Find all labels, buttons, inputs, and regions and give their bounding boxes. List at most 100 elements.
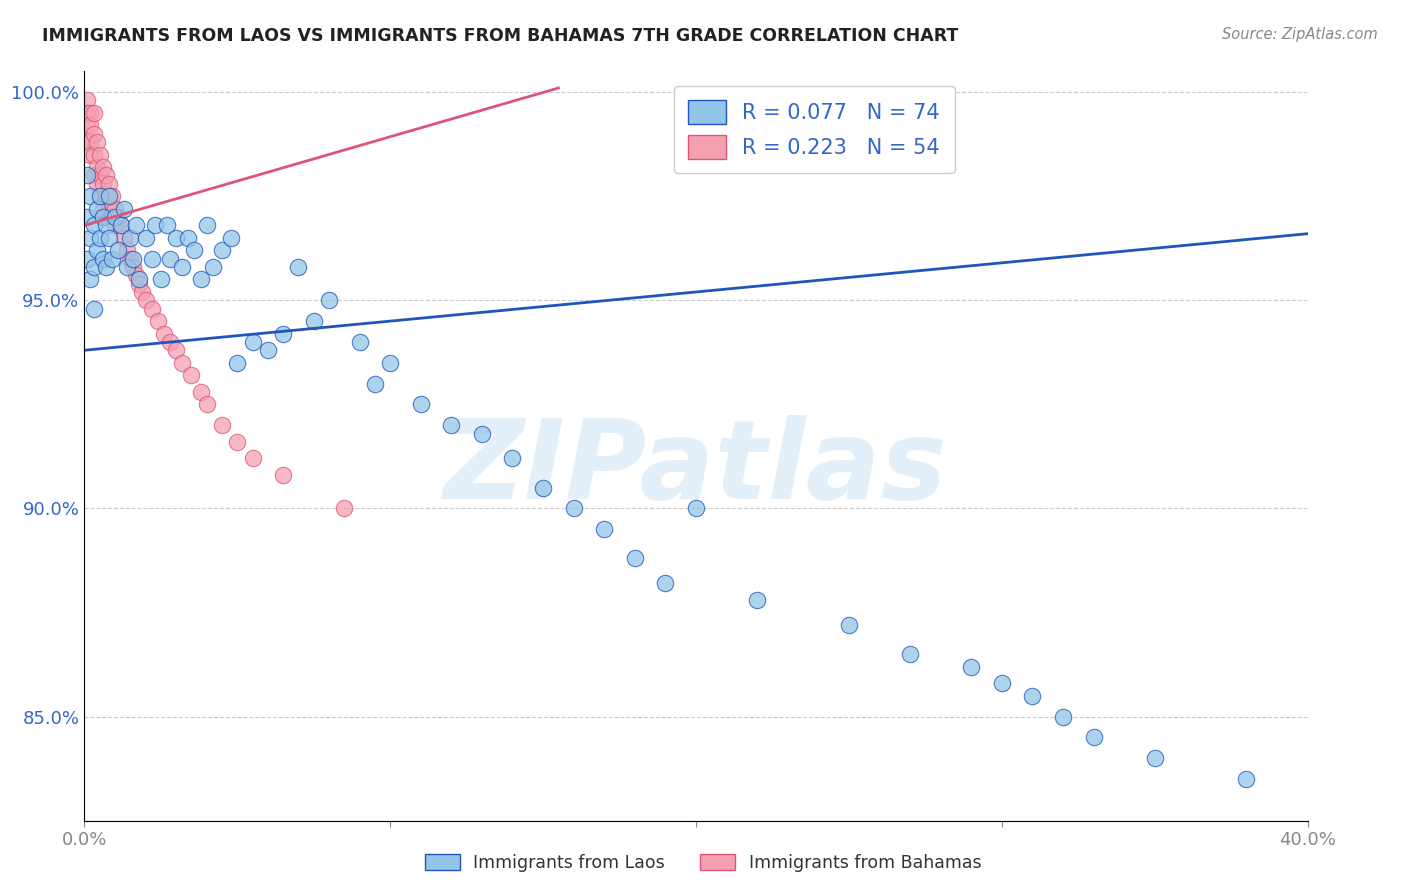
Point — [125, 268, 148, 283]
Point — [76, 210, 98, 224]
Point — [94, 169, 117, 183]
Point — [135, 231, 157, 245]
Point — [257, 343, 280, 358]
Point — [110, 219, 132, 233]
Point — [89, 169, 111, 183]
Point — [76, 94, 98, 108]
Point — [409, 397, 432, 411]
Point — [89, 147, 111, 161]
Point — [146, 314, 169, 328]
Text: IMMIGRANTS FROM LAOS VS IMMIGRANTS FROM BAHAMAS 7TH GRADE CORRELATION CHART: IMMIGRANTS FROM LAOS VS IMMIGRANTS FROM … — [42, 27, 959, 45]
Point — [149, 272, 172, 286]
Point — [89, 231, 111, 245]
Point — [380, 356, 402, 370]
Text: Source: ZipAtlas.com: Source: ZipAtlas.com — [1222, 27, 1378, 42]
Point — [141, 252, 163, 266]
Point — [991, 676, 1014, 690]
Point — [112, 231, 135, 245]
Point — [122, 252, 145, 266]
Point — [83, 301, 105, 316]
Point — [101, 252, 124, 266]
Point — [86, 135, 108, 149]
Point — [165, 231, 187, 245]
Point — [190, 384, 212, 399]
Point — [94, 210, 117, 224]
Point — [89, 189, 111, 203]
Point — [128, 277, 150, 291]
Point — [120, 231, 142, 245]
Point — [76, 169, 98, 183]
Point — [76, 119, 98, 133]
Point — [333, 501, 356, 516]
Point — [349, 334, 371, 349]
Point — [91, 252, 114, 266]
Point — [685, 501, 707, 516]
Point — [104, 210, 127, 224]
Point — [91, 202, 114, 216]
Point — [83, 106, 105, 120]
Point — [89, 189, 111, 203]
Point — [624, 551, 647, 566]
Point — [190, 272, 212, 286]
Point — [79, 119, 101, 133]
Point — [960, 659, 983, 673]
Legend: R = 0.077   N = 74, R = 0.223   N = 54: R = 0.077 N = 74, R = 0.223 N = 54 — [673, 86, 955, 173]
Point — [107, 210, 129, 224]
Point — [898, 647, 921, 661]
Point — [226, 356, 249, 370]
Point — [104, 202, 127, 216]
Point — [531, 481, 554, 495]
Point — [318, 293, 340, 308]
Point — [302, 314, 325, 328]
Point — [131, 285, 153, 299]
Point — [654, 576, 676, 591]
Point — [79, 106, 101, 120]
Point — [94, 189, 117, 203]
Point — [76, 252, 98, 266]
Point — [287, 260, 309, 274]
Point — [271, 326, 294, 341]
Point — [76, 106, 98, 120]
Point — [165, 343, 187, 358]
Point — [562, 501, 585, 516]
Point — [1236, 772, 1258, 786]
Point — [143, 219, 166, 233]
Point — [201, 260, 224, 274]
Point — [83, 169, 105, 183]
Point — [747, 593, 769, 607]
Text: ZIPatlas: ZIPatlas — [444, 415, 948, 522]
Point — [195, 219, 218, 233]
Point — [1143, 751, 1166, 765]
Point — [86, 177, 108, 191]
Legend: Immigrants from Laos, Immigrants from Bahamas: Immigrants from Laos, Immigrants from Ba… — [418, 847, 988, 879]
Point — [219, 231, 242, 245]
Point — [242, 451, 264, 466]
Point — [156, 219, 179, 233]
Point — [110, 219, 132, 233]
Point — [153, 326, 176, 341]
Point — [104, 219, 127, 233]
Point — [1052, 709, 1074, 723]
Point — [94, 260, 117, 274]
Point — [159, 252, 181, 266]
Point — [180, 368, 202, 383]
Point — [83, 147, 105, 161]
Point — [1083, 731, 1105, 745]
Point — [471, 426, 494, 441]
Point — [83, 127, 105, 141]
Point — [159, 334, 181, 349]
Point — [79, 231, 101, 245]
Point — [364, 376, 387, 391]
Point — [141, 301, 163, 316]
Point — [128, 272, 150, 286]
Point — [83, 219, 105, 233]
Point — [86, 202, 108, 216]
Point — [440, 418, 463, 433]
Point — [79, 147, 101, 161]
Point — [97, 177, 120, 191]
Point — [91, 160, 114, 174]
Point — [94, 219, 117, 233]
Point — [97, 202, 120, 216]
Point — [79, 189, 101, 203]
Point — [86, 160, 108, 174]
